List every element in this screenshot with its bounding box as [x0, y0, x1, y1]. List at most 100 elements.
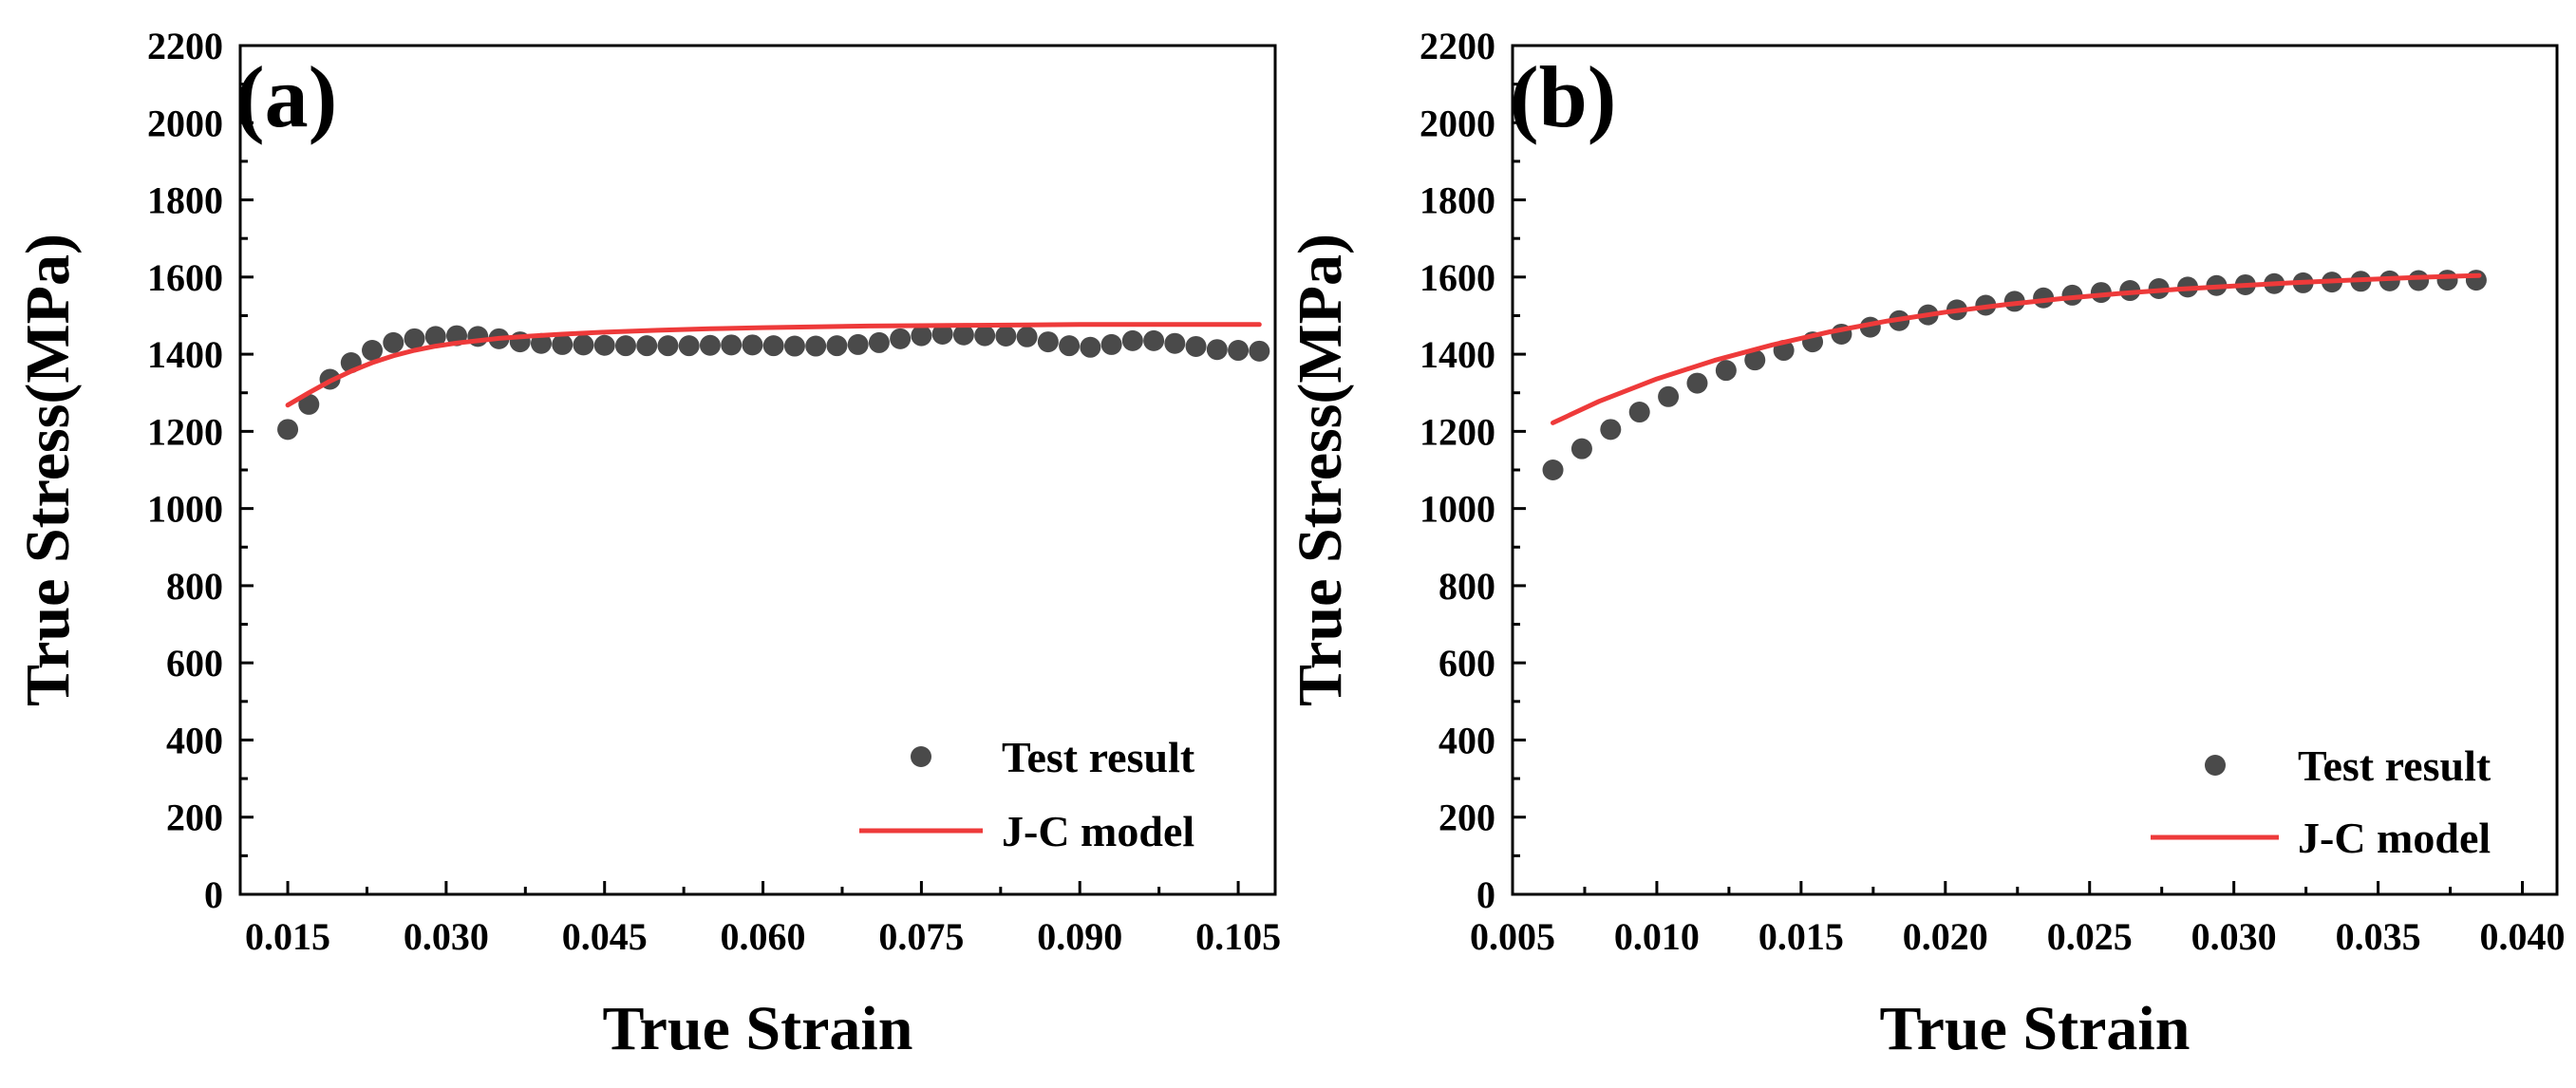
data-point-test-result	[552, 333, 573, 355]
data-point-test-result	[974, 325, 996, 347]
data-point-test-result	[678, 335, 700, 357]
data-point-test-result	[1121, 329, 1143, 351]
data-point-test-result	[1206, 339, 1228, 361]
data-point-test-result	[2436, 270, 2458, 291]
data-point-test-result	[383, 331, 404, 353]
y-tick-label: 1400	[147, 333, 223, 376]
y-tick-label: 400	[166, 719, 223, 761]
chart-panel-0: 0 200 400 600 800 1000 1200 1400 1600 1800 2000 220…	[13, 25, 1281, 1063]
y-tick-label: 1000	[1420, 488, 1495, 531]
y-tick-label: 1000	[147, 488, 223, 531]
x-axis-title: True Strain	[603, 994, 913, 1063]
data-point-test-result	[762, 335, 784, 357]
data-point-test-result	[783, 335, 805, 357]
y-axis-title: True Stress(MPa)	[13, 234, 83, 706]
data-point-test-result	[2408, 270, 2430, 291]
y-tick-label: 1600	[1420, 256, 1495, 299]
data-point-test-result	[931, 323, 953, 345]
data-point-test-result	[699, 334, 721, 356]
data-point-test-result	[1016, 326, 1038, 347]
y-tick-label: 1400	[1420, 333, 1495, 376]
data-point-test-result	[573, 334, 594, 356]
data-point-test-result	[424, 326, 446, 347]
data-point-test-result	[1542, 460, 1564, 480]
legend-label: Test result	[2298, 741, 2491, 790]
y-tick-label: 600	[166, 642, 223, 685]
data-point-test-result	[636, 335, 658, 357]
x-tick-label: 0.040	[2480, 915, 2566, 958]
y-tick-label: 200	[166, 797, 223, 839]
x-tick-label: 0.030	[404, 915, 489, 958]
x-tick-label: 0.045	[562, 915, 648, 958]
x-tick-label: 0.090	[1037, 915, 1122, 958]
y-tick-label: 2000	[1420, 102, 1495, 144]
legend-marker-test-result	[911, 746, 931, 767]
y-tick-label: 1800	[1420, 179, 1495, 222]
series-line-jc-model	[1551, 272, 2482, 425]
data-point-test-result	[530, 332, 552, 354]
y-tick-label: 600	[1438, 642, 1495, 685]
data-point-test-result	[2379, 270, 2400, 291]
y-tick-label: 0	[204, 873, 223, 916]
data-point-test-result	[1164, 332, 1186, 354]
data-point-test-result	[911, 325, 932, 347]
legend-marker-test-result	[2205, 755, 2226, 776]
x-tick-label: 0.060	[721, 915, 806, 958]
data-point-test-result	[995, 325, 1017, 347]
y-tick-label: 2200	[1420, 25, 1495, 67]
data-point-test-result	[1628, 402, 1650, 423]
data-point-test-result	[593, 334, 615, 356]
x-tick-label: 0.010	[1614, 915, 1700, 958]
legend: Test result J-C model	[2151, 741, 2491, 862]
data-point-test-result	[1059, 335, 1081, 357]
x-axis-title: True Strain	[1880, 994, 2191, 1063]
y-tick-label: 0	[1476, 873, 1495, 916]
legend-label: J-C model	[2298, 814, 2491, 862]
data-point-test-result	[890, 328, 912, 349]
data-point-test-result	[1143, 329, 1165, 351]
data-point-test-result	[298, 393, 320, 415]
data-point-test-result	[2465, 270, 2487, 291]
series-line-jc-model	[285, 322, 1262, 408]
x-tick-label: 0.020	[1903, 915, 1988, 958]
y-tick-label: 200	[1438, 797, 1495, 839]
x-tick-label: 0.035	[2336, 915, 2421, 958]
data-point-test-result	[277, 419, 299, 441]
x-tick-label: 0.075	[878, 915, 964, 958]
data-point-test-result	[1658, 385, 1680, 407]
data-point-test-result	[362, 340, 384, 362]
data-point-test-result	[1744, 349, 1766, 371]
y-tick-label: 800	[166, 565, 223, 608]
data-point-test-result	[721, 334, 743, 356]
panel-label: (b)	[1510, 48, 1616, 145]
data-point-test-result	[1715, 360, 1737, 382]
y-tick-label: 1200	[1420, 410, 1495, 453]
data-point-test-result	[657, 335, 679, 357]
y-tick-label: 1800	[147, 179, 223, 222]
x-tick-label: 0.015	[1758, 915, 1844, 958]
data-point-test-result	[1686, 372, 1708, 394]
data-point-test-result	[1100, 333, 1122, 355]
data-point-test-result	[404, 328, 425, 349]
data-point-test-result	[868, 331, 890, 353]
data-point-test-result	[1600, 419, 1622, 441]
y-axis-title: True Stress(MPa)	[1286, 234, 1355, 706]
y-tick-label: 2200	[147, 25, 223, 67]
legend-label: J-C model	[1002, 807, 1194, 855]
data-point-test-result	[614, 335, 636, 357]
data-point-test-result	[1037, 331, 1059, 353]
y-tick-label: 2000	[147, 102, 223, 144]
x-tick-label: 0.030	[2191, 915, 2277, 958]
data-point-test-result	[847, 333, 869, 355]
y-tick-label: 1600	[147, 256, 223, 299]
data-point-test-result	[805, 335, 827, 357]
panel-label: (a)	[235, 48, 337, 145]
data-point-test-result	[952, 324, 974, 346]
data-point-test-result	[1249, 340, 1270, 362]
x-tick-label: 0.005	[1470, 915, 1555, 958]
data-point-test-result	[826, 335, 848, 357]
x-tick-label: 0.015	[245, 915, 330, 958]
x-tick-label: 0.025	[2047, 915, 2133, 958]
